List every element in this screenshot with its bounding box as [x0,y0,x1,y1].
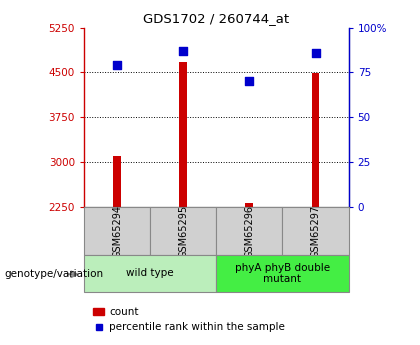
Bar [150,207,216,255]
Point [180,48,186,54]
Text: genotype/variation: genotype/variation [4,269,103,279]
Bar [312,73,320,207]
Bar [179,62,187,207]
Text: wild type: wild type [126,268,174,278]
Bar [84,255,216,292]
Title: GDS1702 / 260744_at: GDS1702 / 260744_at [143,12,289,25]
Bar [216,255,349,292]
Bar [84,207,150,255]
Bar [282,207,349,255]
Text: phyA phyB double
mutant: phyA phyB double mutant [235,263,330,284]
Bar [245,204,253,207]
Point [114,62,121,68]
Bar [113,156,121,207]
Text: GSM65295: GSM65295 [178,205,188,258]
Text: GSM65294: GSM65294 [112,205,122,258]
Point [246,79,253,84]
Bar [216,207,283,255]
Point [312,50,319,56]
Legend: count, percentile rank within the sample: count, percentile rank within the sample [89,303,289,336]
Text: GSM65296: GSM65296 [244,205,255,258]
Text: GSM65297: GSM65297 [310,205,320,258]
